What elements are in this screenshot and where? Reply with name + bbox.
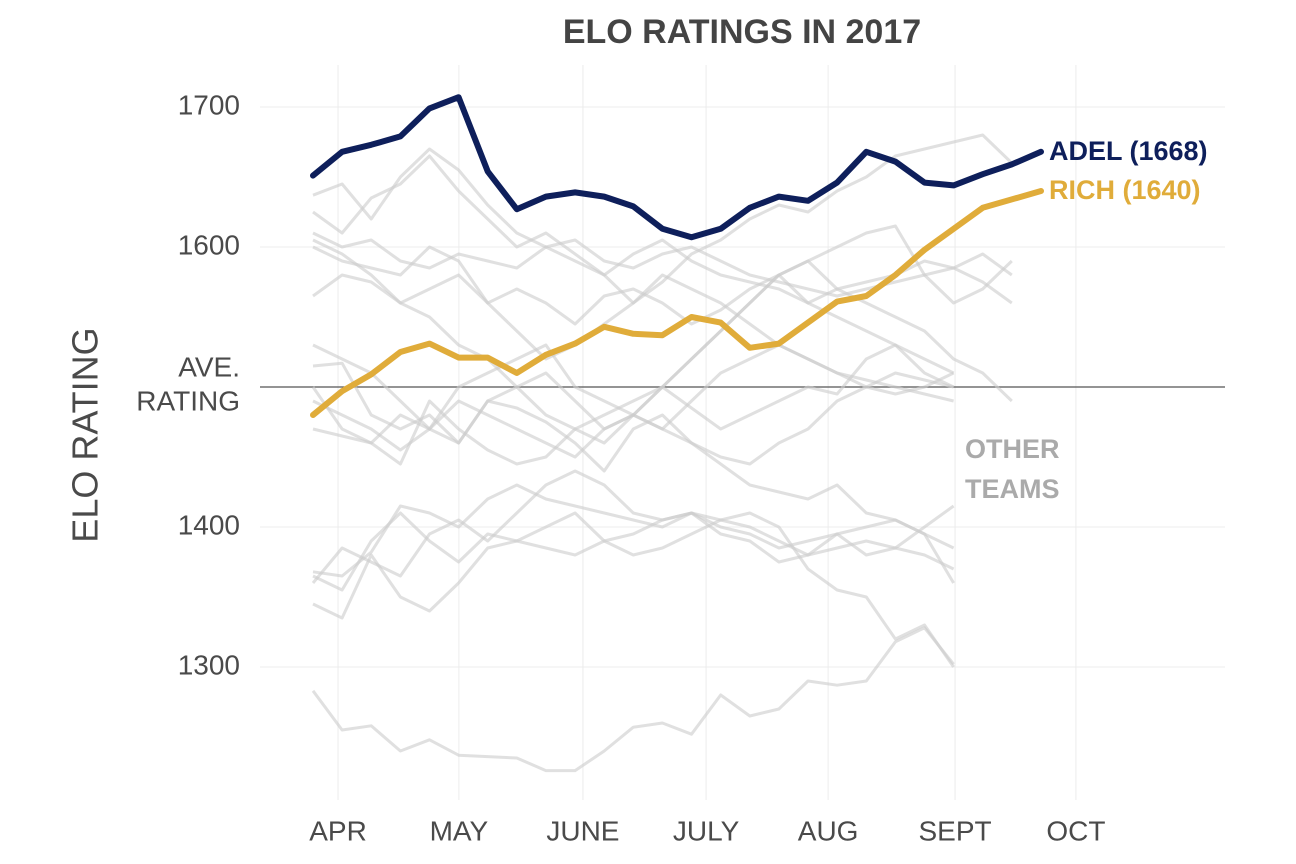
x-tick-label: AUG bbox=[798, 815, 859, 846]
other-team-line bbox=[311, 469, 955, 584]
other-team-line bbox=[311, 343, 955, 466]
other-team-line bbox=[312, 273, 955, 375]
series-label: RICH (1640) bbox=[1049, 175, 1201, 205]
x-tick-label: JULY bbox=[673, 815, 740, 846]
y-tick-label: 1600 bbox=[178, 229, 240, 260]
other-team-line bbox=[312, 511, 955, 620]
x-tick-label: APR bbox=[309, 815, 367, 846]
other-team-line bbox=[312, 133, 1013, 305]
x-tick-label: OCT bbox=[1046, 815, 1105, 846]
y-tick-label: 1400 bbox=[178, 509, 240, 540]
annotation: TEAMS bbox=[965, 474, 1060, 504]
y-tick-label: 1300 bbox=[178, 649, 240, 680]
x-tick-label: MAY bbox=[430, 815, 489, 846]
y-tick-label: 1700 bbox=[178, 89, 240, 120]
x-tick-label: SEPT bbox=[918, 815, 991, 846]
other-team-line bbox=[312, 245, 955, 396]
chart-title: ELO RATINGS IN 2017 bbox=[563, 13, 921, 51]
other-team-line bbox=[312, 511, 955, 668]
reference-label: AVE. bbox=[178, 351, 240, 382]
y-axis-label: ELO RATING bbox=[65, 327, 106, 542]
other-team-line bbox=[311, 626, 955, 773]
annotation: OTHER bbox=[965, 434, 1060, 464]
other-team-line bbox=[312, 224, 1013, 445]
reference-label: RATING bbox=[136, 385, 240, 416]
x-tick-label: JUNE bbox=[546, 815, 619, 846]
other-team-line bbox=[312, 399, 955, 550]
series-line bbox=[310, 94, 1044, 241]
series-line bbox=[310, 188, 1044, 418]
other-team-line bbox=[312, 147, 1013, 305]
series-label: ADEL (1668) bbox=[1049, 136, 1208, 166]
other-team-line bbox=[312, 483, 955, 578]
